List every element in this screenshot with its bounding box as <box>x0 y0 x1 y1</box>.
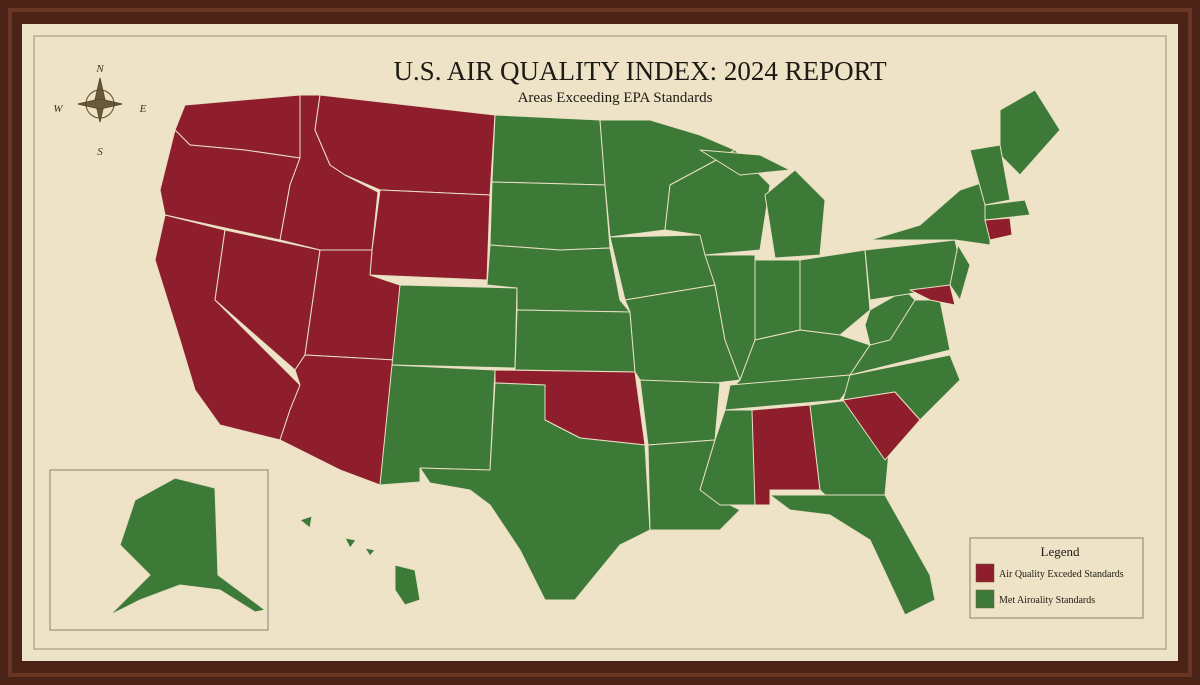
legend-label: Air Quality Exceded Standards <box>999 569 1124 580</box>
compass-n: N <box>95 63 104 75</box>
state <box>764 169 826 259</box>
state <box>369 189 491 281</box>
state <box>394 564 421 606</box>
state <box>419 382 651 601</box>
state <box>949 244 971 301</box>
compass-e: E <box>139 103 147 115</box>
state <box>379 364 496 486</box>
state <box>344 537 357 549</box>
state <box>754 259 801 341</box>
legend-box <box>969 537 1144 619</box>
legend-swatch <box>975 563 995 583</box>
frame-inner <box>8 8 1192 677</box>
inset-box <box>49 469 269 631</box>
state <box>299 515 313 529</box>
title: U.S. AIR QUALITY INDEX: 2024 REPORT <box>393 56 887 86</box>
compass-needle-ew <box>77 98 123 110</box>
legend-swatch <box>975 589 995 609</box>
state <box>109 477 266 616</box>
subtitle: Areas Exceeding EPA Standards <box>518 90 713 106</box>
state <box>364 547 376 557</box>
compass-w: W <box>53 103 63 115</box>
state <box>699 149 791 176</box>
state <box>842 391 921 461</box>
state <box>799 249 871 336</box>
state <box>769 494 936 616</box>
state <box>909 284 956 306</box>
state <box>984 217 1013 241</box>
state <box>969 144 1011 206</box>
state <box>984 199 1031 221</box>
state <box>514 309 636 373</box>
state <box>639 379 721 446</box>
legend-title: Legend <box>1041 544 1080 559</box>
state <box>751 404 821 506</box>
states <box>109 89 1061 616</box>
compass-ring <box>85 89 115 119</box>
state <box>489 181 611 251</box>
compass <box>77 77 123 123</box>
compass-s: S <box>97 146 103 158</box>
legend: Legend Air Quality Exceded Standards Met … <box>969 537 1144 619</box>
state <box>864 239 966 301</box>
legend-items: Air Quality Exceded Standards Met Airoali… <box>975 563 1124 609</box>
legend-label: Met Airoality Standards <box>999 595 1095 606</box>
state <box>391 284 518 369</box>
state <box>491 114 606 186</box>
border-line <box>33 35 1167 650</box>
